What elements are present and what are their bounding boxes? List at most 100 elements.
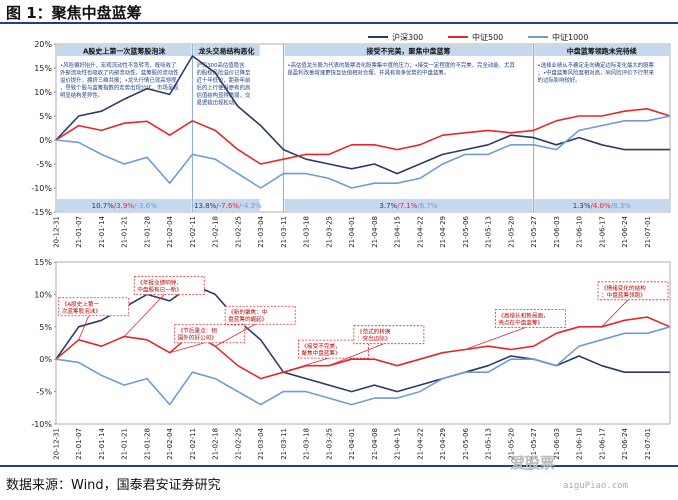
series-line-1 (55, 283, 670, 393)
annotation-box (597, 281, 669, 301)
x-tick-label: 21-03-18 (303, 216, 311, 248)
phase-summary-value: 1.3% (573, 202, 591, 210)
phase-notes-line: ，导致个股与蓝筹指数的走势出现分化，市场呈现 (60, 84, 179, 92)
y-tick-label: 15% (34, 64, 52, 73)
annotation-line: 《A股史上第一 (62, 300, 100, 308)
x-tick-label: 21-04-22 (416, 216, 424, 248)
y-tick-label: -10% (31, 420, 52, 429)
series-line-1 (55, 55, 670, 175)
x-tick-label: 21-01-07 (75, 428, 83, 460)
phase-title-3: 接受不完美，聚焦中盘蓝筹 (366, 47, 450, 56)
figure-title: 图 1：聚焦中盘蓝筹 (6, 4, 142, 22)
annotation-pointer (169, 342, 205, 354)
x-tick-label: 21-06-17 (598, 216, 606, 248)
phase-footer-2 (193, 199, 260, 211)
x-tick-label: 21-02-25 (234, 428, 242, 460)
phase-summary-value: -13.8% (192, 202, 217, 210)
x-tick-label: 21-06-24 (621, 427, 629, 459)
x-tick-label: 21-06-10 (576, 428, 584, 460)
phase-notes-line: 溢价提升，拥挤三维共振；•龙头行情已就高领撑 (60, 76, 177, 84)
x-tick-label: 21-04-22 (416, 428, 424, 460)
x-tick-label: 21-04-15 (394, 216, 402, 248)
annotation-box (224, 305, 296, 325)
annotation-pointer (214, 323, 256, 347)
phase-notes-line: •选择业绩从不确定走向确定边际变化最大的股票 (538, 61, 655, 69)
phase-notes-line: 沪深300高估值隐含 (196, 61, 245, 69)
phase-header-3 (284, 45, 533, 56)
annotation-line: 《情绪变化的结构 (601, 284, 646, 292)
watermark: 爱股票 (510, 454, 556, 472)
annotation-pointer (123, 294, 165, 337)
y-tick-label: 5% (39, 323, 52, 332)
annotation-3: 《节后重点：相国外的好公司》 (178, 327, 218, 342)
phase-notes-line: 外部流动性也吸收了内部流动性，蓝筹股的流动性 (60, 69, 179, 77)
phase-summary-value: /4.0% (591, 202, 611, 210)
phase-notes-line: 的边际影响较好。 (538, 76, 581, 84)
x-tick-label: 21-06-03 (553, 428, 561, 460)
phase-summary-value: /7.1% (397, 202, 417, 210)
phase-header-2 (193, 45, 260, 56)
annotation-line: 盘蓝筹的崛起》 (228, 315, 267, 323)
phase-notes-line: 估值结构显得脆弱，交 (196, 91, 251, 99)
annotation-line: 《高增长和新局面， (498, 311, 548, 319)
phase-notes-4: •选择业绩从不确定走向确定边际变化最大的股票；•中盘蓝筹风险度相对高，同风险评价… (538, 61, 655, 84)
x-tick-label: 21-03-25 (325, 216, 333, 248)
phase-notes-line: •高估值龙头股为代表的股票消化股票集中度的压力；•接受一定程度的不完美，完全动能… (287, 61, 515, 69)
x-tick-label: 21-05-13 (485, 216, 493, 248)
annotation-pointer (78, 315, 90, 340)
annotation-box (174, 324, 246, 344)
annotation-line: 《范式的转换 (357, 328, 391, 336)
phase-notes-1: •风险偏好抬升，宏观流动性不急转弯，既吸收了外部流动性也吸收了内部流动性，蓝筹股… (60, 61, 179, 99)
plot-frame (55, 43, 671, 213)
x-tick-label: 21-01-14 (98, 215, 106, 247)
y-tick-label: 0% (39, 136, 52, 145)
phase-notes-line: •风险偏好抬升，宏观流动性不急转弯，既吸收了 (60, 61, 176, 69)
phase-title-1: A股史上第一次蓝筹股泡沫 (83, 47, 166, 56)
plot-frame (55, 261, 671, 425)
y-tick-label: 15% (34, 258, 52, 267)
x-tick-label: 21-01-14 (98, 427, 106, 459)
figure-title-bar: 图 1：聚焦中盘蓝筹 (0, 0, 678, 24)
x-tick-label: 21-04-08 (371, 216, 379, 248)
phase-title-2: 龙头交易结构恶化 (198, 47, 255, 56)
annotation-line: ：突出边际》 (357, 335, 391, 343)
phase-summary-3: 3.7%/7.1%/6.7% (379, 202, 437, 210)
series-line-2 (55, 316, 671, 380)
x-tick-label: 21-05-27 (530, 216, 538, 248)
phase-summary-value: 3.7% (379, 202, 397, 210)
x-tick-label: 21-05-27 (530, 428, 538, 460)
x-tick-label: 21-05-20 (507, 216, 515, 248)
legend-label-2: 中证500 (472, 32, 503, 42)
x-tick-label: 21-05-06 (462, 215, 470, 247)
phase-summary-value: /-7.6% (216, 202, 239, 210)
y-tick-label: 10% (34, 290, 52, 299)
annotation-line: ：中盘蓝筹领跑》 (601, 291, 646, 299)
wechat-icon (520, 456, 538, 470)
annotation-6: 《范式的转换：突出边际》 (357, 328, 391, 343)
chart-2: 15% 10% 5% 0% -5% -10%20-12-31 21-01-07 21-01-1… (31, 258, 671, 460)
annotation-line: 《接受不完美， (301, 342, 340, 350)
chart-1: A股史上第一次蓝筹股泡沫 10.7%/3.9%/-3.6% •风险偏好抬升，宏观流动… (31, 40, 671, 248)
x-tick-label: 21-02-18 (212, 428, 220, 460)
phase-footer-1 (57, 199, 192, 211)
y-tick-label: 0% (39, 355, 52, 364)
x-tick-label: 21-03-18 (303, 428, 311, 460)
x-tick-label: 21-01-07 (75, 216, 83, 248)
x-tick-label: 21-06-03 (553, 216, 561, 248)
phase-notes-line: 是盈利改善增速更快且估值相对合理，并具有竞争优势的中盘蓝筹。 (287, 69, 449, 77)
x-tick-label: 21-04-15 (394, 428, 402, 460)
phase-notes-line: 的股权风险溢价已降至 (196, 69, 251, 77)
phase-summary-value: /3.9% (114, 202, 134, 210)
x-tick-label: 21-03-25 (325, 428, 333, 460)
phase-footer-3 (284, 199, 533, 211)
annotation-box (353, 325, 425, 345)
phase-summary-4: 1.3%/4.0%/8.3% (573, 202, 631, 210)
x-tick-label: 21-01-21 (121, 216, 129, 248)
legend-label-1: 沪深300 (392, 32, 423, 42)
x-tick-label: 21-02-25 (234, 216, 242, 248)
phase-summary-value: /-3.6% (134, 202, 157, 210)
annotation-pointer (601, 299, 629, 328)
x-tick-label: 21-04-01 (348, 216, 356, 248)
annotation-2: 《年报业绩响钟，中盘股有日一新》 (137, 279, 182, 294)
